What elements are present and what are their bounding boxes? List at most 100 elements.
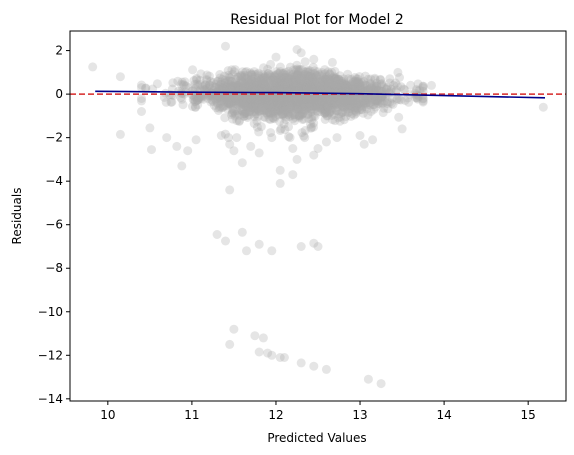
scatter-point xyxy=(280,74,290,83)
scatter-point xyxy=(271,67,281,77)
scatter-point xyxy=(290,76,300,86)
scatter-point xyxy=(294,67,304,77)
scatter-point xyxy=(292,70,302,80)
scatter-point xyxy=(306,94,316,104)
scatter-point xyxy=(324,107,334,117)
scatter-point xyxy=(214,81,224,91)
scatter-point xyxy=(344,82,353,92)
scatter-point xyxy=(300,57,310,67)
scatter-point xyxy=(285,62,295,72)
scatter-point xyxy=(330,98,340,108)
scatter-point xyxy=(302,95,312,105)
x-tick-label: 15 xyxy=(521,408,536,422)
scatter-point xyxy=(224,84,234,93)
scatter-point xyxy=(339,74,349,84)
scatter-point xyxy=(306,101,316,111)
scatter-point xyxy=(266,104,276,114)
scatter-point xyxy=(323,96,332,106)
scatter-point xyxy=(314,93,324,103)
scatter-point xyxy=(372,97,382,107)
scatter-point xyxy=(266,102,276,112)
scatter-point xyxy=(266,72,275,82)
scatter-point xyxy=(335,95,345,105)
scatter-point xyxy=(240,93,250,103)
scatter-point xyxy=(346,102,356,112)
scatter-point xyxy=(257,84,267,94)
scatter-point xyxy=(315,101,325,111)
scatter-point xyxy=(307,72,316,82)
scatter-point xyxy=(252,122,262,132)
scatter-point xyxy=(271,76,281,86)
scatter-point xyxy=(347,84,357,93)
scatter-point xyxy=(213,76,223,86)
scatter-point xyxy=(231,92,241,102)
scatter-point xyxy=(354,84,364,94)
scatter-point xyxy=(264,95,274,105)
scatter-point xyxy=(333,85,343,95)
scatter-point xyxy=(303,80,313,90)
scatter-point xyxy=(278,92,288,102)
scatter-point xyxy=(306,82,316,92)
scatter-point xyxy=(233,81,243,90)
scatter-point xyxy=(312,106,322,116)
scatter-point xyxy=(220,113,230,123)
scatter-point xyxy=(296,73,306,83)
scatter-point xyxy=(279,102,289,111)
scatter-point xyxy=(277,94,287,104)
scatter-point xyxy=(214,92,224,102)
scatter-point xyxy=(263,102,273,112)
scatter-point xyxy=(389,80,398,90)
y-tick-label: −6 xyxy=(45,218,63,232)
scatter-point xyxy=(289,78,299,88)
scatter-point xyxy=(275,165,285,175)
scatter-point xyxy=(291,83,301,93)
scatter-point xyxy=(262,95,272,105)
scatter-point xyxy=(341,81,351,91)
scatter-point xyxy=(272,98,282,108)
scatter-point xyxy=(290,97,300,107)
scatter-point xyxy=(297,98,307,108)
scatter-point xyxy=(312,97,321,107)
scatter-point xyxy=(260,94,270,104)
scatter-point xyxy=(300,77,310,87)
scatter-point xyxy=(249,95,259,105)
scatter-point xyxy=(328,98,338,107)
scatter-point xyxy=(328,97,338,107)
scatter-point xyxy=(246,69,256,79)
scatter-point xyxy=(322,111,332,120)
scatter-point xyxy=(286,95,296,105)
scatter-point xyxy=(226,100,236,110)
scatter-point xyxy=(137,94,146,103)
scatter-point xyxy=(229,96,239,106)
scatter-point xyxy=(260,95,270,105)
scatter-point xyxy=(217,83,227,93)
scatter-point xyxy=(323,79,333,89)
scatter-point xyxy=(302,79,312,89)
scatter-point xyxy=(329,83,339,92)
scatter-point xyxy=(329,83,339,93)
scatter-point xyxy=(237,100,247,110)
scatter-point xyxy=(298,98,308,108)
y-tick-label: −8 xyxy=(45,261,63,275)
scatter-point xyxy=(396,82,406,92)
scatter-point xyxy=(291,99,301,108)
scatter-point xyxy=(331,78,341,88)
scatter-point xyxy=(287,76,297,86)
scatter-point xyxy=(306,123,316,133)
scatter-point xyxy=(259,84,269,94)
scatter-point xyxy=(291,76,301,85)
scatter-point xyxy=(268,94,278,104)
scatter-point xyxy=(261,95,270,105)
scatter-point xyxy=(369,84,379,94)
scatter-point xyxy=(288,74,298,84)
scatter-point xyxy=(286,82,296,92)
scatter-point xyxy=(349,110,359,120)
scatter-point xyxy=(332,97,342,107)
scatter-point xyxy=(313,78,323,88)
scatter-point xyxy=(274,94,284,104)
scatter-point xyxy=(284,99,294,109)
scatter-point xyxy=(222,97,232,107)
scatter-point xyxy=(356,84,366,94)
scatter-point xyxy=(227,97,236,107)
scatter-point xyxy=(291,104,301,114)
